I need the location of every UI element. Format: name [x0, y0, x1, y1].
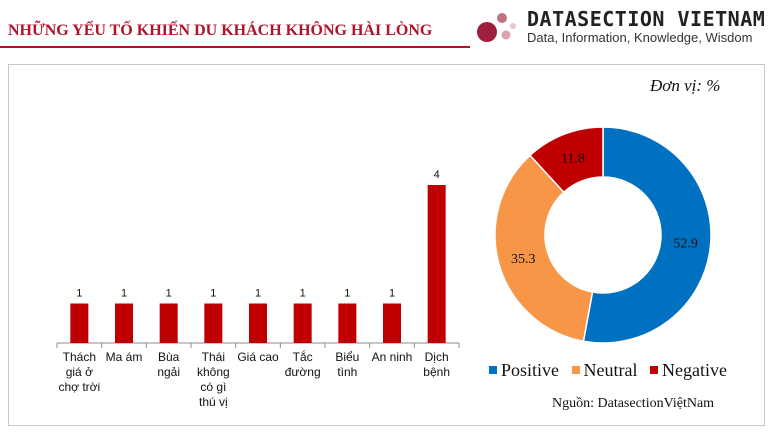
x-tick-label-line: Dịch — [424, 350, 449, 364]
legend-item-neutral: Neutral — [571, 360, 638, 381]
x-tick-label-line: không — [196, 365, 230, 379]
donut-slice-neutral — [494, 154, 594, 343]
x-tick-label: Bùa ngải — [147, 350, 191, 380]
x-tick-label: Dịch bệnh — [415, 350, 459, 380]
x-tick-label-line: Biểu — [335, 350, 360, 364]
x-tick-label: An ninh — [370, 350, 414, 365]
bar — [383, 303, 401, 343]
x-tick-label: Thách giá ở chợ trời — [57, 350, 101, 395]
x-tick-label-line: Tắc — [292, 350, 313, 364]
donut-slice-positive — [582, 126, 712, 344]
logo-name: DATASECTION VIETNAM — [527, 7, 766, 31]
bar-value-label: 4 — [434, 169, 440, 181]
x-tick-label-line: thú vị — [198, 395, 228, 409]
legend-swatch-neutral — [571, 365, 580, 374]
legend-swatch-negative — [650, 365, 658, 374]
legend-label-positive: Positive — [501, 360, 560, 380]
bar — [204, 303, 223, 343]
legend-swatch-positive — [489, 365, 497, 374]
x-tick-label-line: Ma ám — [105, 350, 143, 364]
bar-value-label: 1 — [255, 288, 261, 300]
x-tick-label: Giá cao — [236, 350, 280, 365]
unit-label: Đơn vị: % — [650, 76, 721, 95]
x-tick-label-line: Thái — [201, 350, 225, 364]
logo-dots-icon — [477, 13, 516, 42]
bar — [115, 303, 133, 343]
bar — [249, 303, 267, 343]
x-tick-label-line: đường — [284, 365, 321, 379]
bar-value-label: 1 — [344, 288, 350, 300]
legend-item-positive: Positive — [489, 360, 559, 381]
bar-value-label: 1 — [121, 288, 127, 300]
source-label: Nguồn: DatasectionViệtNam — [552, 396, 715, 411]
x-tick-label: Biểu tình — [325, 350, 369, 380]
logo-tagline: Data, Information, Knowledge, Wisdom — [527, 30, 753, 45]
bar — [427, 185, 446, 343]
x-tick-label-line: có gì — [200, 380, 227, 394]
bar-value-label: 1 — [389, 288, 395, 300]
bar — [293, 303, 312, 343]
x-tick-label-line: chợ trời — [58, 380, 101, 394]
title-underline — [0, 46, 470, 48]
x-tick-label: Tắc đường — [281, 350, 325, 380]
donut-value-label: 35.3 — [511, 252, 536, 267]
bar — [70, 303, 89, 343]
x-tick-label-line: giá ở — [65, 365, 93, 379]
donut-value-label: 52.9 — [673, 237, 698, 252]
x-tick-label: Thái không có gì thú vị — [191, 350, 235, 410]
legend-label-neutral: Neutral — [583, 360, 638, 380]
x-tick-label-line: ngải — [157, 365, 180, 379]
bar — [338, 303, 357, 343]
bar-value-label: 1 — [166, 288, 172, 300]
bar — [159, 303, 178, 343]
x-tick-label: Ma ám — [102, 350, 146, 365]
x-tick-label-line: An ninh — [371, 350, 413, 364]
x-tick-label-line: tình — [337, 365, 358, 379]
donut-slice-negative — [529, 126, 604, 194]
page-title: NHỮNG YẾU TỐ KHIẾN DU KHÁCH KHÔNG HÀI LÒ… — [8, 22, 433, 39]
legend-item-negative: Negative — [650, 360, 727, 381]
x-tick-label-line: bệnh — [423, 365, 450, 379]
x-tick-label-line: Thách — [62, 350, 96, 364]
x-tick-label-line: Bùa — [157, 350, 180, 364]
bar-value-label: 1 — [76, 288, 82, 300]
bar-value-label: 1 — [300, 288, 306, 300]
donut-value-label: 11.8 — [561, 152, 585, 167]
legend-label-negative: Negative — [662, 360, 727, 380]
donut-legend: Positive Neutral Negative — [489, 360, 735, 381]
x-tick-label-line: Giá cao — [237, 350, 279, 364]
bar-value-label: 1 — [210, 288, 216, 300]
chart-panel — [8, 64, 765, 426]
